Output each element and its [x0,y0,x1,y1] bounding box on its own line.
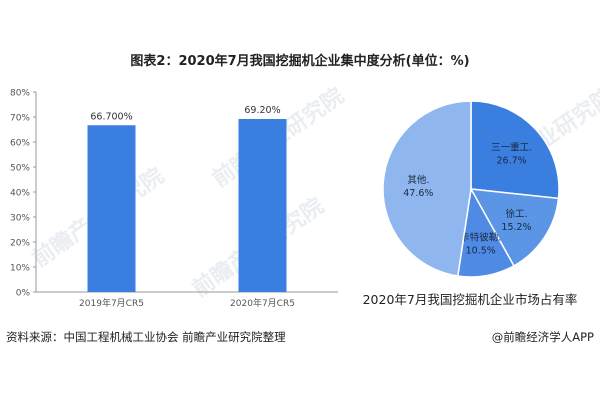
bar [87,125,136,292]
pie-slice-name: 三一重工. [491,142,532,154]
pie-slice-value: 15.2% [501,222,531,233]
source-note: 资料来源：中国工程机械工业协会 前瞻产业研究院整理 [6,330,286,344]
y-tick-label: 50% [10,164,30,174]
pie-chart-title: 2020年7月我国挖掘机企业市场占有率 [362,292,578,307]
bar-data-label: 66.700% [90,111,132,122]
pie-slice [470,100,560,200]
y-tick-label: 40% [10,189,30,199]
y-tick-label: 0% [16,289,31,299]
x-tick-label: 2020年7月CR5 [230,297,295,309]
y-tick-label: 10% [10,264,30,274]
credit-note: @前瞻经济学人APP [491,330,594,344]
y-tick-label: 60% [10,139,30,149]
pie-slice [382,100,472,277]
pie-slice-name: 卡特彼勒. [460,232,501,244]
bar-data-label: 69.20% [244,105,280,116]
y-tick-label: 20% [10,239,30,249]
pie-slice-name: 其他. [407,174,429,186]
pie-slice-value: 26.7% [496,156,526,167]
y-tick-label: 30% [10,214,30,224]
pie-slice-name: 徐工. [505,208,527,220]
y-tick-label: 80% [10,89,30,99]
pie-slice-value: 47.6% [403,188,433,199]
pie-slice-value: 10.5% [466,246,496,257]
bar [238,119,287,292]
pie-slice [469,188,560,267]
y-tick-label: 70% [10,114,30,124]
chart-title: 图表2：2020年7月我国挖掘机企业集中度分析(单位：%) [130,54,470,69]
x-tick-label: 2019年7月CR5 [79,297,144,309]
